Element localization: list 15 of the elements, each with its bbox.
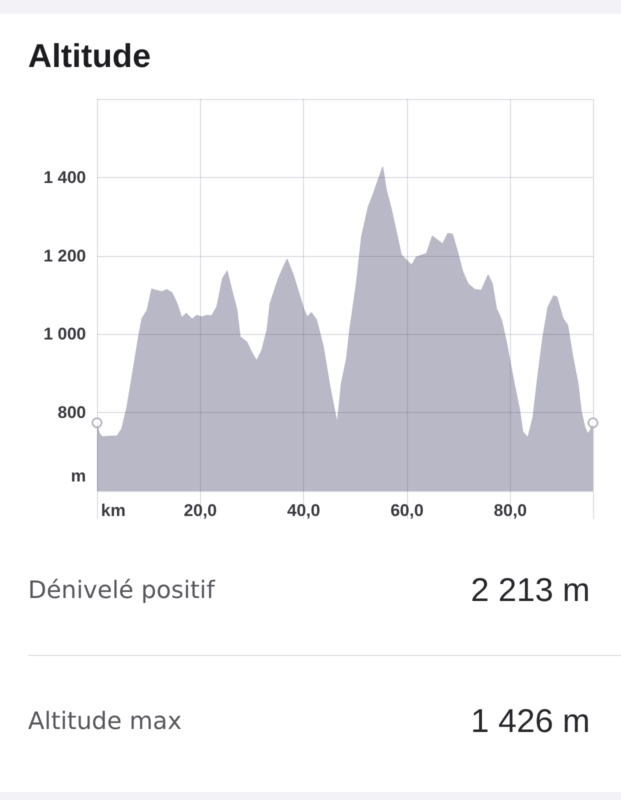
x-axis-title: km (101, 501, 126, 520)
text: Dénivelé positif (28, 576, 215, 604)
y-tick-label: 1 000 (43, 324, 86, 344)
text: 1 426 m (470, 702, 590, 740)
text: 2 213 m (470, 571, 590, 609)
text: Altitude max (28, 707, 182, 735)
y-tick-label: 1 200 (43, 246, 86, 266)
chart-title: Altitude (28, 37, 151, 74)
x-tick-label: 80,0 (494, 501, 527, 520)
y-tick-label: 1 400 (43, 168, 86, 187)
x-tick-label: 60,0 (390, 501, 424, 520)
y-axis-title: m (70, 466, 86, 486)
x-tick-label: 40,0 (287, 501, 320, 520)
y-tick-label: 800 (58, 403, 86, 422)
x-tick-label: 20,0 (184, 501, 217, 520)
